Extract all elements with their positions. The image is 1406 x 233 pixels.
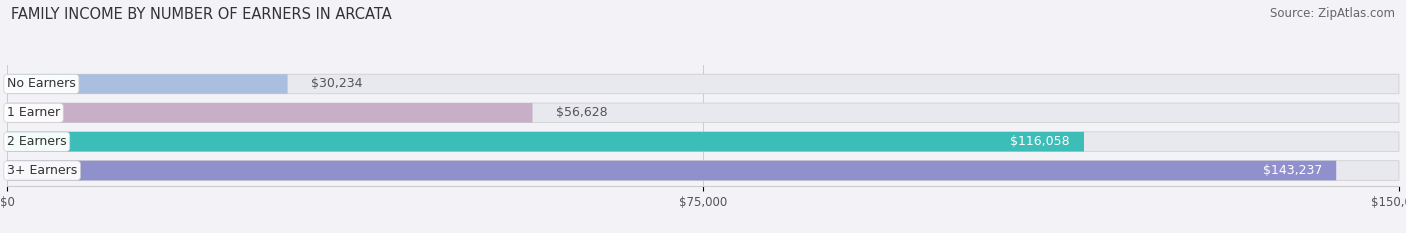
Text: 1 Earner: 1 Earner (7, 106, 60, 119)
Text: 3+ Earners: 3+ Earners (7, 164, 77, 177)
Text: Source: ZipAtlas.com: Source: ZipAtlas.com (1270, 7, 1395, 20)
FancyBboxPatch shape (7, 161, 1399, 180)
Text: 2 Earners: 2 Earners (7, 135, 66, 148)
FancyBboxPatch shape (7, 74, 288, 94)
Text: No Earners: No Earners (7, 78, 76, 90)
Text: $30,234: $30,234 (311, 78, 363, 90)
FancyBboxPatch shape (7, 132, 1399, 151)
Text: $116,058: $116,058 (1011, 135, 1070, 148)
FancyBboxPatch shape (7, 74, 1399, 94)
Text: FAMILY INCOME BY NUMBER OF EARNERS IN ARCATA: FAMILY INCOME BY NUMBER OF EARNERS IN AR… (11, 7, 392, 22)
Text: $143,237: $143,237 (1263, 164, 1322, 177)
FancyBboxPatch shape (7, 103, 533, 123)
Text: $56,628: $56,628 (555, 106, 607, 119)
FancyBboxPatch shape (7, 132, 1084, 151)
FancyBboxPatch shape (7, 103, 1399, 123)
FancyBboxPatch shape (7, 161, 1336, 180)
